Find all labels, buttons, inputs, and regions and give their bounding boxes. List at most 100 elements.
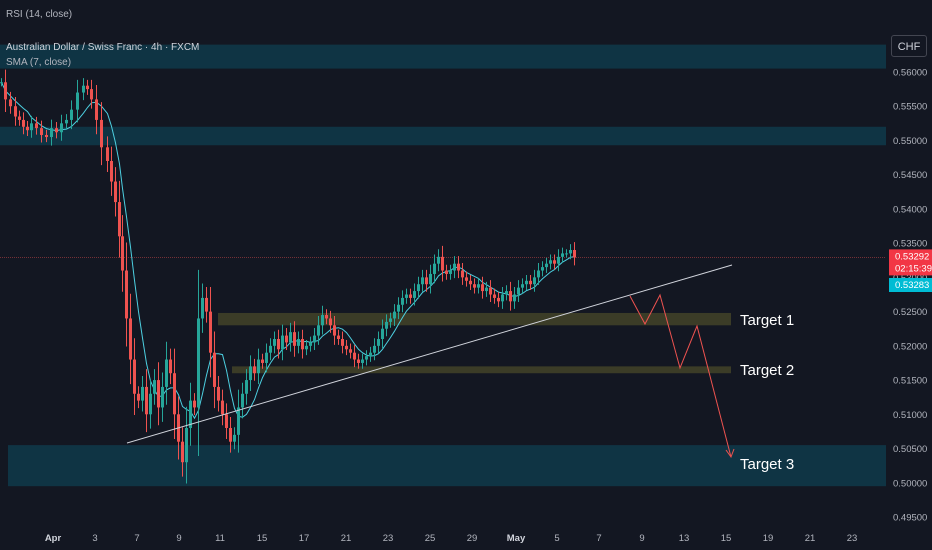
countdown-value: 02:15:39 — [895, 263, 932, 274]
candle-body — [40, 128, 43, 135]
x-tick-label: 23 — [383, 533, 394, 544]
candle-body — [221, 400, 224, 415]
candle-body — [0, 82, 3, 84]
candle-body — [229, 427, 232, 442]
candle-body — [118, 202, 121, 237]
candle-body — [289, 332, 292, 343]
candle-body — [277, 338, 280, 350]
candle-body — [385, 321, 388, 329]
candle-body — [161, 386, 164, 408]
candle-body — [121, 236, 124, 271]
candle-body — [261, 359, 264, 363]
candle-body — [521, 284, 524, 288]
y-tick-label: 0.55000 — [893, 136, 927, 147]
drawings-layer: Target 1 Target 2 Target 3 — [126, 264, 794, 473]
x-tick-label: 7 — [134, 533, 139, 544]
last-price-value: 0.53292 — [895, 251, 929, 262]
candle-body — [329, 318, 332, 326]
x-tick-label: 29 — [467, 533, 478, 544]
candle-body — [541, 267, 544, 271]
candle-body — [461, 270, 464, 278]
candle-body — [65, 119, 68, 124]
candle-body — [225, 414, 228, 428]
candle-body — [569, 249, 572, 254]
y-tick-label: 0.54000 — [893, 204, 927, 215]
projection-arrowhead — [725, 448, 735, 459]
candle-body — [245, 380, 248, 394]
x-tick-label: 23 — [847, 533, 858, 544]
candle-body — [90, 89, 93, 100]
x-tick-label: 9 — [639, 533, 644, 544]
candle-body — [417, 284, 420, 292]
candle-body — [513, 294, 516, 302]
candle-body — [253, 366, 256, 374]
candle-body — [493, 294, 496, 298]
x-tick-label: 15 — [257, 533, 268, 544]
candle-body — [257, 359, 260, 374]
candle-body — [265, 352, 268, 363]
candle-body — [153, 380, 156, 394]
candle-body — [533, 277, 536, 285]
sma-layer — [1, 82, 575, 420]
candle-body — [529, 280, 532, 285]
rsi-indicator-label[interactable]: RSI (14, close) — [6, 9, 73, 20]
y-tick-label: 0.50000 — [893, 478, 927, 489]
zones-layer — [0, 44, 886, 487]
candle-body — [133, 359, 136, 394]
candle-body — [525, 280, 528, 285]
candle-body — [213, 352, 216, 387]
candle-body — [95, 99, 98, 120]
candle-body — [557, 256, 560, 264]
candle-body — [437, 256, 440, 264]
candle-body — [60, 123, 63, 133]
sma-indicator-label[interactable]: SMA (7, close) — [6, 57, 72, 68]
candle-body — [285, 335, 288, 343]
candle-body — [137, 393, 140, 401]
candle-body — [50, 128, 53, 138]
ascending-trendline — [126, 264, 733, 444]
candle-body — [106, 147, 109, 161]
candle-body — [241, 393, 244, 408]
sma-line — [1, 82, 575, 420]
x-tick-label: 3 — [92, 533, 97, 544]
x-tick-label: 13 — [679, 533, 690, 544]
candle-body — [389, 318, 392, 322]
candle-body — [237, 407, 240, 435]
candle-body — [485, 287, 488, 292]
candle-body — [185, 427, 188, 463]
x-tick-label: 19 — [763, 533, 774, 544]
candle-body — [561, 253, 564, 257]
candle-body — [114, 181, 117, 203]
support-zone — [8, 445, 886, 487]
target-1-label: Target 1 — [740, 312, 794, 329]
candle-body — [18, 116, 21, 120]
candles-layer — [0, 69, 576, 484]
candle-body — [110, 160, 113, 182]
candle-body — [473, 284, 476, 288]
candle-body — [565, 253, 568, 255]
candle-body — [165, 359, 168, 387]
candle-body — [469, 280, 472, 285]
candle-body — [333, 325, 336, 336]
candle-body — [273, 338, 276, 346]
x-tick-label: 17 — [299, 533, 310, 544]
candle-body — [317, 325, 320, 336]
candle-body — [477, 284, 480, 288]
x-tick-label: 9 — [176, 533, 181, 544]
candle-body — [441, 256, 444, 271]
candle-body — [353, 352, 356, 360]
candle-body — [321, 315, 324, 326]
x-tick-label: 7 — [596, 533, 601, 544]
y-tick-label: 0.53500 — [893, 239, 927, 250]
candle-body — [545, 263, 548, 268]
x-tick-label: Apr — [45, 533, 62, 544]
candle-body — [76, 92, 79, 110]
x-tick-label: May — [507, 533, 526, 544]
candle-body — [269, 345, 272, 353]
candle-body — [365, 356, 368, 360]
currency-button[interactable]: CHF — [891, 35, 927, 57]
candle-body — [341, 338, 344, 346]
symbol-title[interactable]: Australian Dollar / Swiss Franc · 4h · F… — [6, 42, 200, 53]
